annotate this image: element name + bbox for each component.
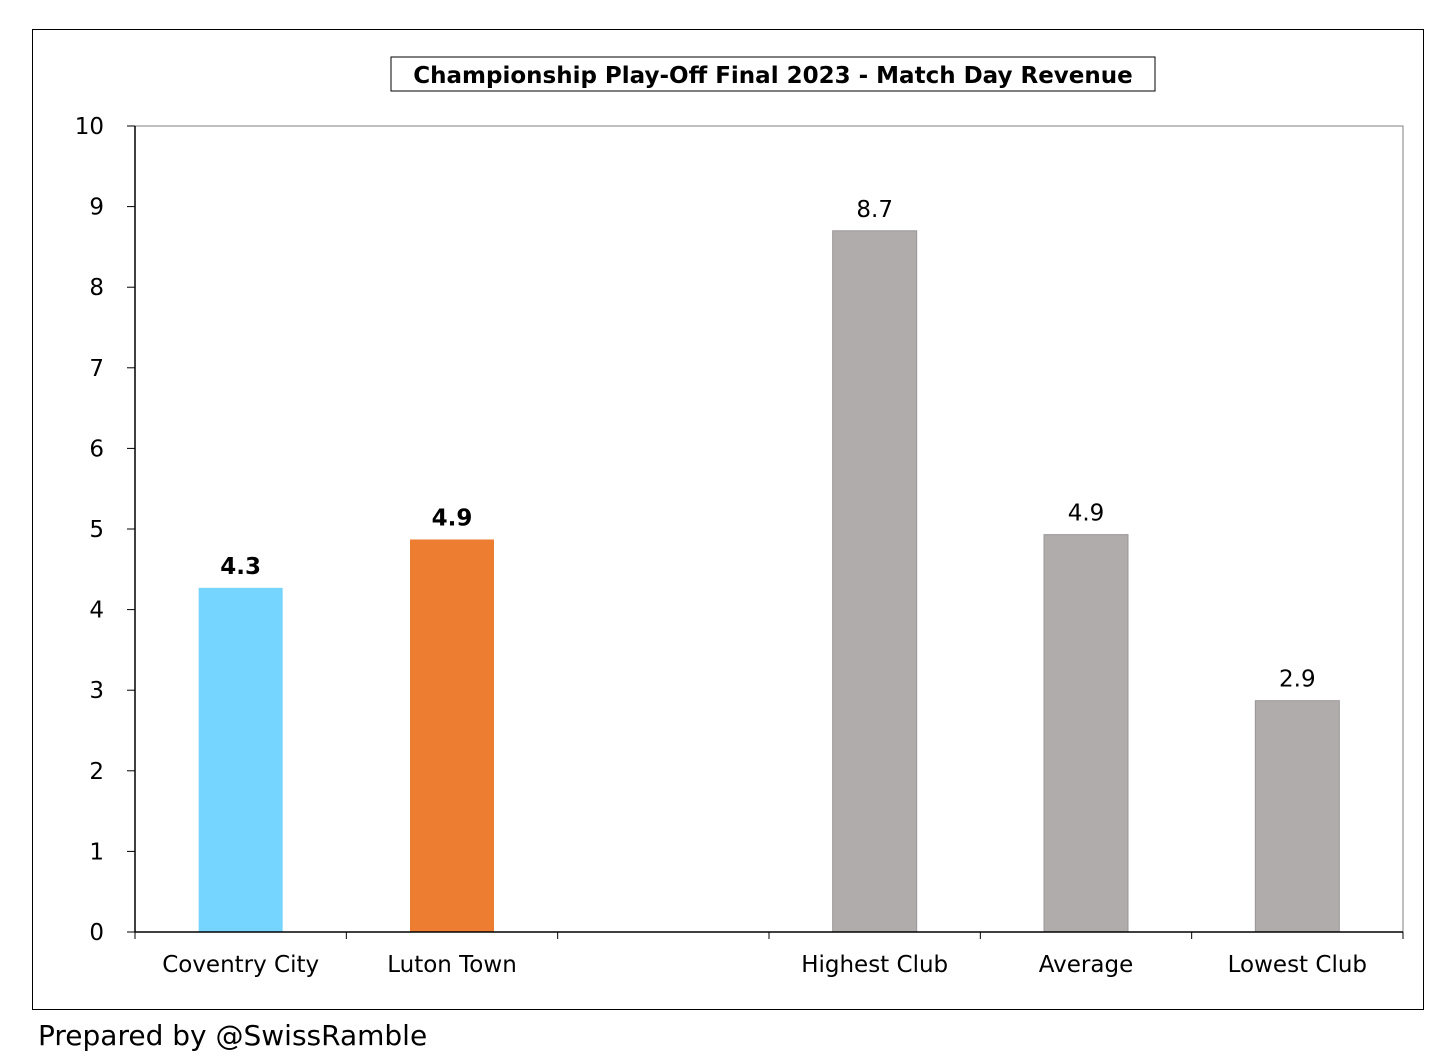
y-tick-label: 10 (75, 114, 104, 140)
y-tick-label: 0 (89, 920, 104, 946)
footer-credit: Prepared by @SwissRamble (38, 1019, 428, 1052)
y-tick-label: 4 (89, 598, 104, 624)
bar (832, 230, 918, 933)
chart-title: Championship Play-Off Final 2023 - Match… (413, 63, 1133, 89)
data-label: 8.7 (856, 197, 893, 223)
data-label: 4.3 (220, 554, 261, 580)
chart-frame (32, 29, 1424, 1010)
plot-border (134, 125, 1404, 933)
bar (1043, 534, 1129, 933)
y-tick-label: 8 (89, 275, 104, 301)
x-tick-label: Coventry City (162, 952, 319, 978)
y-tick-label: 5 (89, 517, 104, 543)
data-label: 2.9 (1279, 667, 1316, 693)
bar (410, 539, 494, 932)
x-tick-label: Average (1039, 952, 1133, 978)
data-label: 4.9 (432, 505, 473, 531)
x-tick-label: Highest Club (801, 952, 948, 978)
y-tick-label: 3 (89, 678, 104, 704)
y-tick-label: 6 (89, 436, 104, 462)
x-tick-label: Lowest Club (1228, 952, 1367, 978)
y-tick-label: 2 (89, 759, 104, 785)
x-tick-label: Luton Town (387, 952, 517, 978)
y-tick-label: 9 (89, 195, 104, 221)
data-label: 4.9 (1068, 501, 1105, 527)
bar (1254, 700, 1340, 933)
plot-area: 4.3 Coventry City 4.9 Luton Town 8.7 Highest … (75, 114, 1404, 978)
chart-title-box: Championship Play-Off Final 2023 - Match… (390, 56, 1156, 92)
y-tick-label: 1 (89, 839, 104, 865)
bar (198, 587, 283, 932)
y-tick-label: 7 (89, 356, 104, 382)
